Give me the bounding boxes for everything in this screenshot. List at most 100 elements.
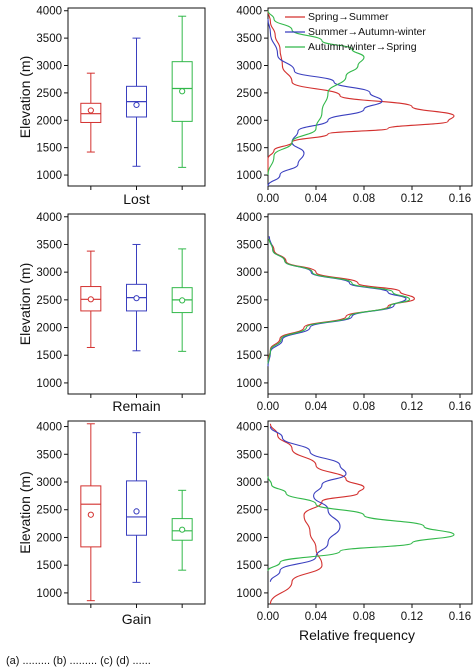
y-tick-label: 3000 — [36, 61, 62, 73]
box-iqr — [80, 485, 102, 548]
x-tick-label: 0.12 — [401, 401, 423, 413]
y-axis-label: Elevation (m) — [17, 471, 33, 553]
plot-frame — [267, 7, 473, 187]
y-tick-label: 1000 — [36, 588, 62, 600]
y-tick-label: 2000 — [36, 115, 62, 127]
y-tick-label: 2000 — [236, 532, 262, 544]
y-tick-label: 2500 — [236, 295, 262, 307]
box-group-label: Gain — [122, 611, 152, 627]
plot-frame — [267, 420, 473, 605]
panel-box_gain: 1000 1500 2000 2500 3000 3500 4000 Elevation (m… — [17, 420, 206, 627]
box-group-label: Lost — [123, 191, 150, 207]
y-tick-label: 4000 — [36, 6, 62, 18]
y-tick-label: 4000 — [236, 212, 262, 224]
x-tick-label: 0.00 — [257, 611, 279, 623]
y-tick-label: 2000 — [236, 115, 262, 127]
legend-label: Spring→Summer — [308, 11, 389, 23]
legend-label: Summer→Autumn-winter — [308, 26, 426, 38]
y-tick-label: 3000 — [36, 477, 62, 489]
plot-frame — [67, 213, 206, 395]
x-tick-label: 0.16 — [449, 611, 471, 623]
x-tick-label: 0.12 — [401, 193, 423, 205]
bottom-caption-fragment: (a) ......... (b) ......... (c) (d) ....… — [6, 655, 151, 667]
panels: 1000 1500 2000 2500 3000 3500 4000 Elevation (m… — [17, 6, 473, 627]
box-group-label: Remain — [112, 398, 160, 414]
y-tick-label: 1000 — [236, 378, 262, 390]
panel-freq_remain: 1000 1500 2000 2500 3000 3500 4000 0.00 0.04 0.08… — [236, 212, 473, 413]
y-tick-label: 1500 — [36, 350, 62, 362]
y-tick-label: 4000 — [36, 212, 62, 224]
plot-frame — [267, 213, 473, 395]
y-tick-label: 1500 — [36, 143, 62, 155]
panel-freq_lost: 1000 1500 2000 2500 3000 3500 4000 0.00 0.04 0.08… — [236, 6, 473, 205]
y-tick-label: 3500 — [236, 449, 262, 461]
x-tick-label: 0.00 — [257, 401, 279, 413]
y-tick-label: 3000 — [236, 61, 262, 73]
box-iqr — [171, 61, 193, 122]
x-tick-label: 0.16 — [449, 401, 471, 413]
y-axis-label: Elevation (m) — [17, 263, 33, 345]
mean-marker — [133, 101, 140, 109]
x-tick-label: 0.12 — [401, 611, 423, 623]
legend: Spring→Summer Summer→Autumn-winter Autumn-… — [285, 11, 426, 53]
mean-marker — [87, 511, 94, 518]
x-tick-label: 0.16 — [449, 193, 471, 205]
y-tick-label: 3500 — [36, 449, 62, 461]
mean-marker — [87, 296, 94, 303]
x-tick-label: 0.00 — [257, 193, 279, 205]
frequency-curve — [269, 426, 347, 582]
y-tick-label: 3000 — [236, 267, 262, 279]
y-tick-label: 3500 — [36, 239, 62, 251]
y-tick-label: 2000 — [36, 532, 62, 544]
x-tick-label: 0.04 — [305, 193, 328, 205]
y-tick-label: 2500 — [236, 505, 262, 517]
y-tick-label: 4000 — [236, 6, 262, 18]
box-iqr — [171, 518, 193, 541]
y-tick-label: 2500 — [36, 88, 62, 100]
relative-frequency-xlabel: Relative frequency — [299, 627, 415, 643]
frequency-curve — [267, 10, 365, 176]
frequency-curve — [269, 423, 365, 605]
y-axis-label: Elevation (m) — [17, 56, 33, 138]
y-tick-label: 2000 — [236, 323, 262, 335]
frequency-curve — [267, 18, 383, 187]
mean-marker — [87, 107, 94, 114]
frequency-curve — [267, 238, 415, 361]
y-tick-label: 1000 — [36, 378, 62, 390]
x-tick-label: 0.08 — [353, 401, 375, 413]
box-iqr — [80, 102, 102, 123]
panel-box_remain: 1000 1500 2000 2500 3000 3500 4000 Elevation (m… — [17, 212, 206, 414]
panel-box_lost: 1000 1500 2000 2500 3000 3500 4000 Elevation (m… — [17, 6, 206, 207]
mean-marker — [179, 88, 186, 95]
box-iqr — [126, 480, 147, 536]
y-tick-label: 3500 — [236, 239, 262, 251]
x-tick-label: 0.08 — [353, 193, 375, 205]
frequency-curve — [267, 236, 407, 367]
legend-label: Autumn-winter→Spring — [308, 41, 417, 53]
y-tick-label: 2500 — [36, 295, 62, 307]
mean-marker — [179, 297, 186, 304]
x-tick-label: 0.04 — [305, 611, 328, 623]
y-tick-label: 1500 — [236, 560, 262, 572]
panel-freq_gain: 1000 1500 2000 2500 3000 3500 4000 0.00 0.04 0.08… — [236, 420, 473, 623]
y-tick-label: 1000 — [236, 588, 262, 600]
y-tick-label: 1000 — [236, 170, 262, 182]
y-tick-label: 1500 — [236, 143, 262, 155]
frequency-curve — [267, 238, 411, 364]
y-tick-label: 1500 — [36, 560, 62, 572]
frequency-curve — [267, 10, 455, 175]
x-tick-label: 0.08 — [353, 611, 375, 623]
y-tick-label: 3500 — [36, 33, 62, 45]
frequency-curve — [267, 476, 455, 571]
y-tick-label: 3500 — [236, 33, 262, 45]
y-tick-label: 1000 — [36, 170, 62, 182]
x-tick-label: 0.04 — [305, 401, 328, 413]
y-tick-label: 1500 — [236, 350, 262, 362]
y-tick-label: 3000 — [36, 267, 62, 279]
y-tick-label: 2500 — [36, 505, 62, 517]
mean-marker — [133, 295, 140, 302]
mean-marker — [179, 526, 186, 533]
y-tick-label: 4000 — [236, 422, 262, 434]
y-tick-label: 2000 — [36, 323, 62, 335]
